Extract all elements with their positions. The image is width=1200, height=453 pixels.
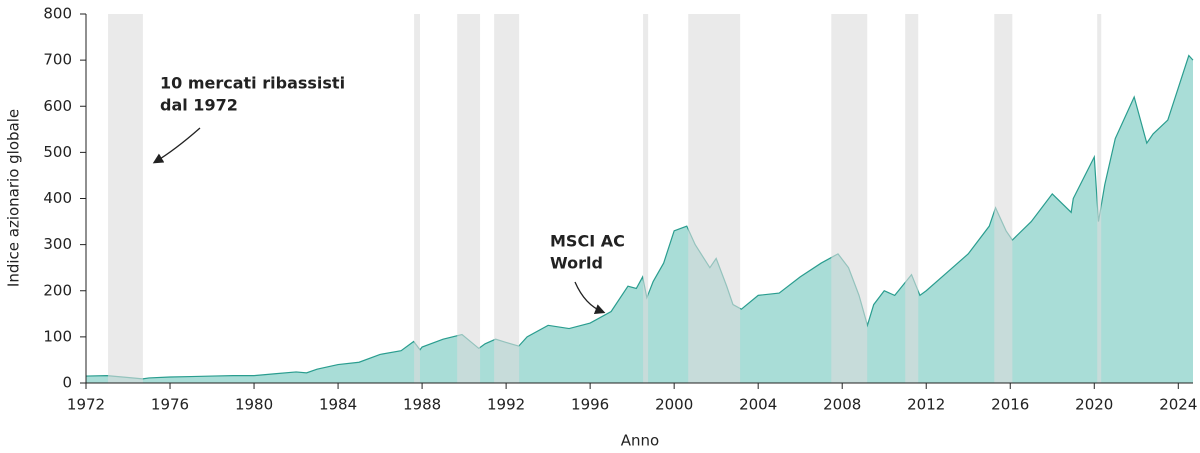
bear-market-band [457,14,481,383]
bear-market-band [688,14,741,383]
x-tick-label: 1988 [403,396,441,414]
x-tick-label: 1996 [571,396,609,414]
y-tick-label: 0 [62,374,72,392]
x-tick-label: 1972 [67,396,105,414]
annotation: dal 1972 [160,96,238,115]
bear-market-band [905,14,919,383]
bear-market-band [994,14,1013,383]
y-tick-label: 800 [43,5,72,23]
x-tick-label: 2024 [1159,396,1197,414]
annotation: 10 mercati ribassisti [160,74,345,93]
x-tick-label: 2008 [823,396,861,414]
y-tick-label: 700 [43,51,72,69]
x-tick-label: 2004 [739,396,777,414]
annotation: World [550,254,603,273]
y-tick-label: 600 [43,97,72,115]
x-tick-label: 2012 [907,396,945,414]
x-tick-label: 1992 [487,396,525,414]
bear-market-band [108,14,143,383]
annotation-arrow [152,127,201,164]
annotation: MSCI AC [550,232,625,251]
annotation-arrow [574,281,606,315]
x-axis-label: Anno [621,432,659,450]
area [86,55,1193,383]
y-tick-label: 300 [43,235,72,253]
x-tick-label: 2000 [655,396,693,414]
bear-market-band [643,14,649,383]
y-axis-label: Indice azionario globale [5,109,23,287]
bear-market-band [414,14,420,383]
x-tick-label: 1984 [319,396,357,414]
x-tick-label: 2020 [1075,396,1113,414]
x-tick-label: 2016 [991,396,1029,414]
x-tick-label: 1976 [151,396,189,414]
bear-market-band [1097,14,1102,383]
bear-market-band [831,14,868,383]
y-tick-label: 100 [43,327,72,345]
y-tick-label: 400 [43,189,72,207]
y-tick-label: 200 [43,281,72,299]
y-tick-label: 500 [43,143,72,161]
bear-market-band [494,14,520,383]
x-tick-label: 1980 [235,396,273,414]
